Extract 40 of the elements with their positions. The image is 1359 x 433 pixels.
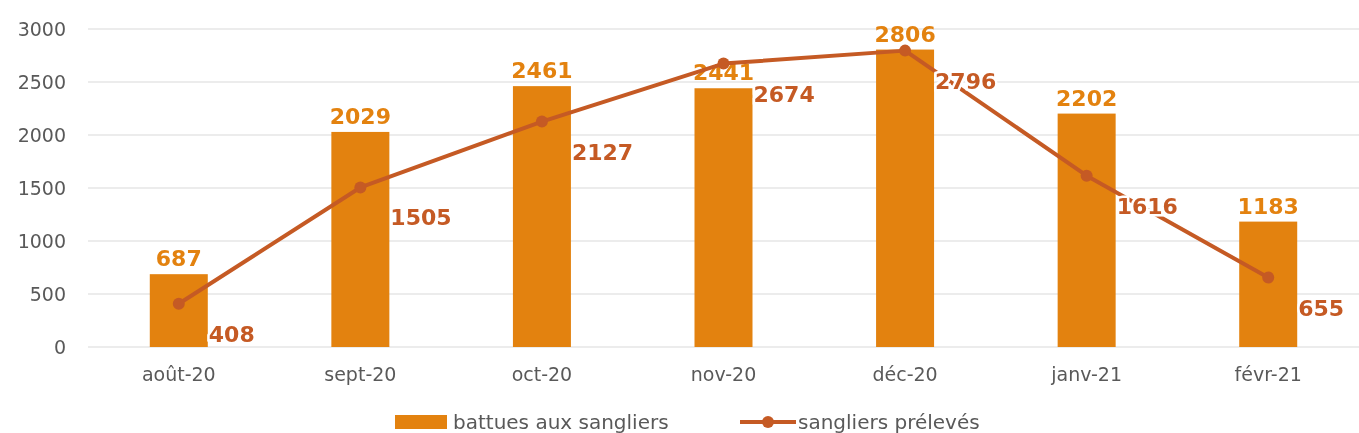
- bar: [512, 86, 571, 347]
- point: [1262, 271, 1275, 284]
- bar: [149, 274, 208, 347]
- data-label: 2202: [1056, 85, 1118, 111]
- y-tick-label: 500: [29, 282, 66, 305]
- bar: [331, 131, 390, 347]
- x-tick-label: nov-20: [690, 363, 757, 385]
- x-tick-label: déc-20: [872, 363, 938, 385]
- y-tick-label: 0: [53, 335, 66, 358]
- data-label: 1183: [1237, 193, 1299, 219]
- data-label: 655: [1298, 295, 1345, 321]
- data-label: 2127: [571, 139, 634, 165]
- x-tick-label: oct-20: [511, 363, 573, 385]
- bar: [876, 49, 935, 347]
- legend-label: battues aux sangliers: [453, 410, 669, 433]
- x-tick-label: févr-21: [1234, 363, 1302, 385]
- point: [1080, 169, 1093, 182]
- data-label: 2461: [511, 58, 573, 84]
- data-label: 687: [155, 246, 202, 272]
- bar: [1057, 113, 1116, 347]
- x-tick-label: sept-20: [324, 363, 397, 385]
- x-tick-label: janv-21: [1050, 363, 1123, 385]
- point: [172, 297, 185, 310]
- bar: [694, 88, 753, 347]
- x-tick-label: août-20: [141, 363, 216, 385]
- y-tick-label: 1500: [17, 176, 66, 199]
- y-tick-label: 1000: [17, 229, 66, 252]
- legend-label: sangliers prélevés: [798, 410, 980, 433]
- point: [354, 181, 367, 194]
- data-label: 2674: [753, 81, 815, 107]
- y-tick-label: 2500: [17, 70, 66, 93]
- data-label: 1505: [390, 205, 452, 231]
- y-tick-label: 3000: [17, 17, 66, 40]
- data-label: 2806: [874, 21, 936, 47]
- bar: [1239, 221, 1298, 347]
- data-label: 408: [208, 321, 255, 347]
- point: [535, 115, 548, 128]
- point: [899, 44, 912, 57]
- data-label: 2029: [329, 103, 391, 129]
- y-tick-label: 2000: [17, 123, 66, 146]
